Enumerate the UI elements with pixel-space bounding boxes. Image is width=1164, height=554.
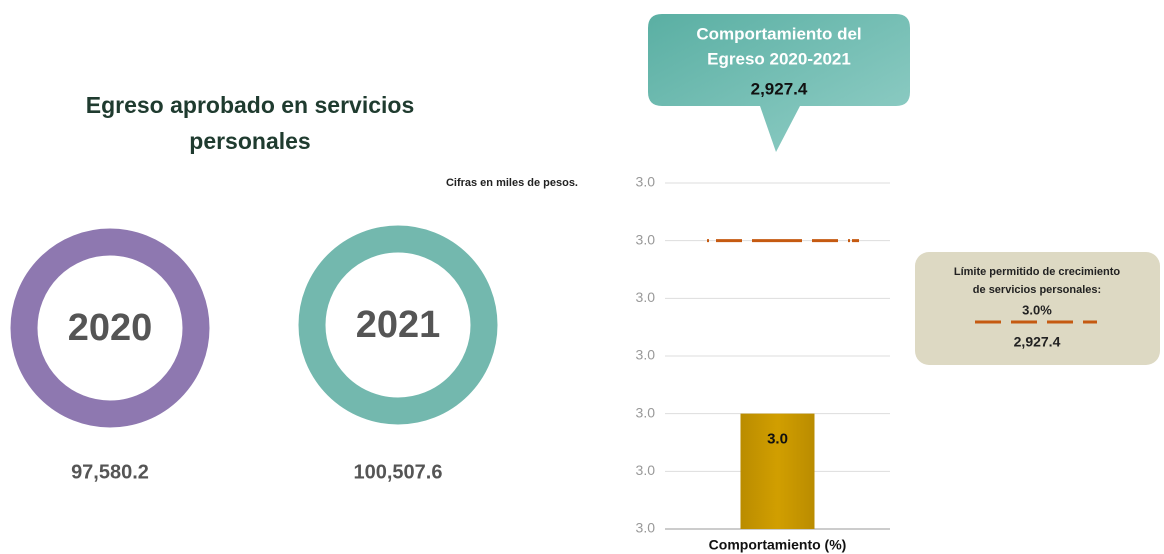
ring (10, 228, 210, 428)
ring-year: 2020 (68, 307, 153, 349)
callout-title: Comportamiento del (696, 24, 861, 43)
limit-percent: 3.0% (1022, 302, 1052, 317)
bar-label: 3.0 (767, 431, 788, 448)
limit-text: Límite permitido de crecimiento (954, 266, 1121, 278)
y-tick-label: 3.0 (636, 404, 656, 420)
ring-amount: 100,507.6 (354, 461, 443, 483)
y-tick-label: 3.0 (636, 289, 656, 305)
y-tick-label: 3.0 (636, 462, 656, 478)
y-tick-label: 3.0 (636, 231, 656, 247)
callout-box (648, 14, 910, 152)
y-tick-label: 3.0 (636, 174, 656, 190)
bar-shade (740, 413, 815, 529)
limit-box (915, 252, 1160, 365)
ring-amount: 97,580.2 (71, 461, 149, 483)
y-tick-label: 3.0 (636, 347, 656, 363)
callout-title: Egreso 2020-2021 (707, 49, 851, 68)
title: Egreso aprobado en servicios (86, 92, 415, 118)
title: personales (189, 128, 310, 154)
limit-amount: 2,927.4 (1014, 334, 1061, 350)
callout-value: 2,927.4 (751, 79, 808, 98)
ring (298, 225, 498, 425)
x-tick-label: Comportamiento (%) (709, 537, 847, 553)
y-tick-label: 3.0 (636, 520, 656, 536)
ring-year: 2021 (356, 304, 441, 346)
note: Cifras en miles de pesos. (446, 177, 578, 189)
limit-text: de servicios personales: (973, 284, 1101, 296)
